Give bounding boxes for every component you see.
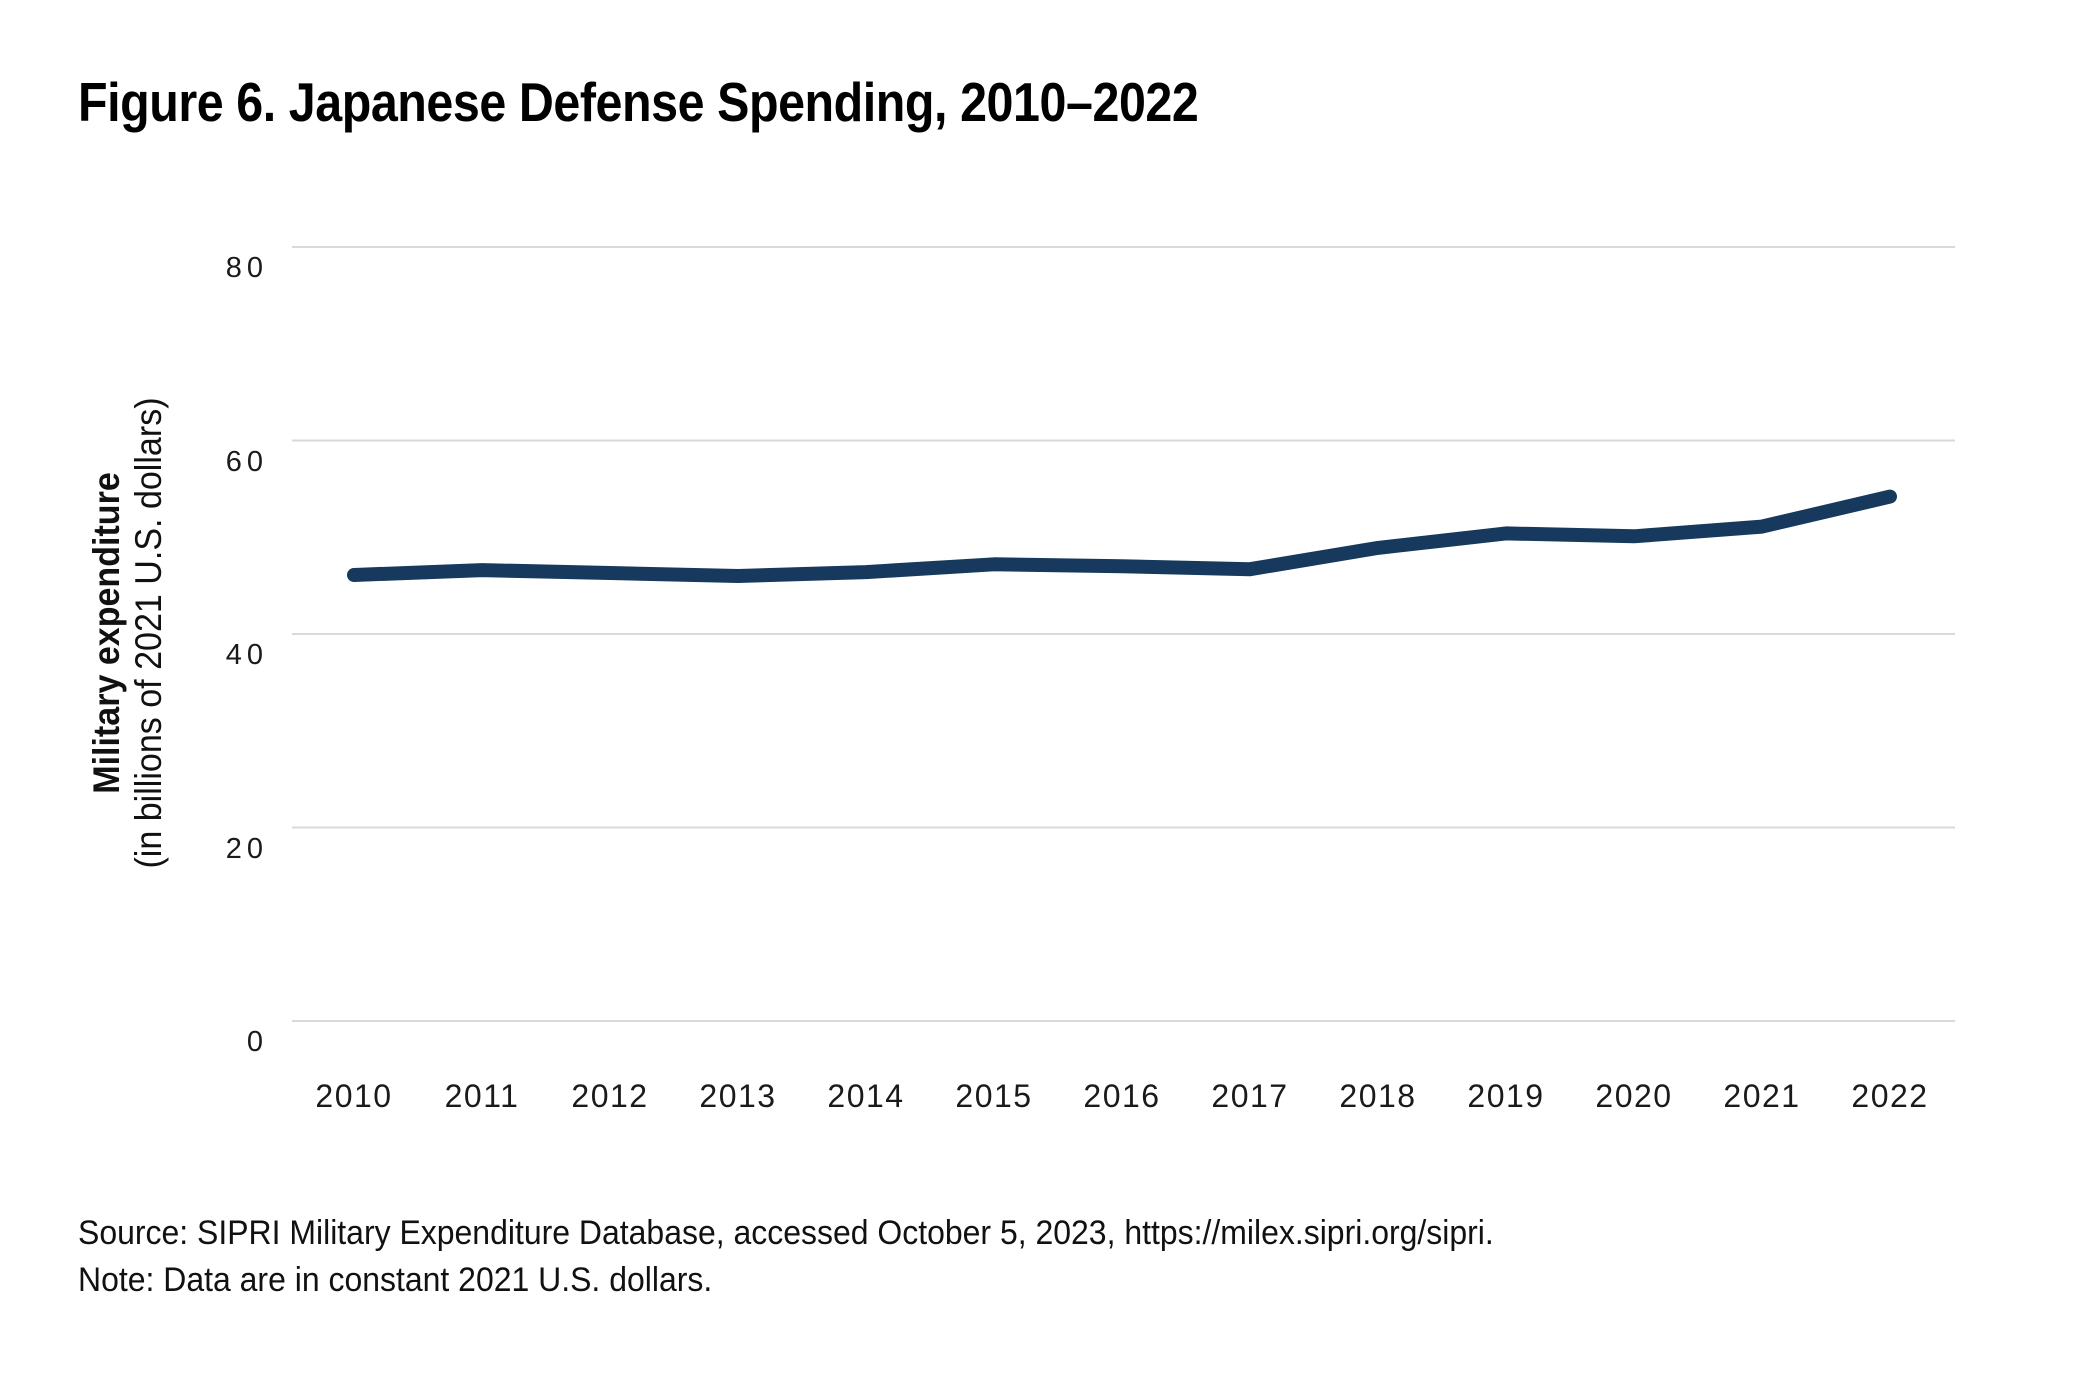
y-tick-40: 40 bbox=[225, 639, 268, 671]
y-axis-title: Military expenditure (in billions of 202… bbox=[86, 377, 170, 889]
y-tick-80: 80 bbox=[225, 252, 268, 284]
figure-title: Figure 6. Japanese Defense Spending, 201… bbox=[78, 71, 1199, 133]
figure-footer: Source: SIPRI Military Expenditure Datab… bbox=[78, 1210, 1494, 1304]
source-note: Source: SIPRI Military Expenditure Datab… bbox=[78, 1214, 1494, 1252]
x-tick-2013: 2013 bbox=[699, 1078, 777, 1114]
x-tick-2018: 2018 bbox=[1339, 1078, 1417, 1114]
x-tick-2021: 2021 bbox=[1723, 1078, 1801, 1114]
x-tick-2019: 2019 bbox=[1467, 1078, 1545, 1114]
x-tick-2022: 2022 bbox=[1851, 1078, 1929, 1114]
x-tick-2017: 2017 bbox=[1211, 1078, 1289, 1114]
x-tick-2012: 2012 bbox=[571, 1078, 649, 1114]
x-tick-2020: 2020 bbox=[1595, 1078, 1673, 1114]
x-tick-2016: 2016 bbox=[1083, 1078, 1161, 1114]
y-tick-20: 20 bbox=[225, 832, 268, 865]
x-tick-2014: 2014 bbox=[827, 1078, 905, 1114]
y-tick-0: 0 bbox=[246, 1026, 268, 1058]
x-tick-2015: 2015 bbox=[955, 1078, 1033, 1114]
x-tick-2011: 2011 bbox=[444, 1078, 520, 1114]
y-tick-60: 60 bbox=[225, 445, 268, 478]
data-note: Note: Data are in constant 2021 U.S. dol… bbox=[78, 1261, 713, 1299]
x-tick-2010: 2010 bbox=[315, 1078, 393, 1114]
y-axis-title-main: Military expenditure bbox=[86, 472, 127, 794]
y-axis-title-units: (in billions of 2021 U.S. dollars) bbox=[128, 397, 169, 869]
spending-line bbox=[347, 489, 1897, 583]
